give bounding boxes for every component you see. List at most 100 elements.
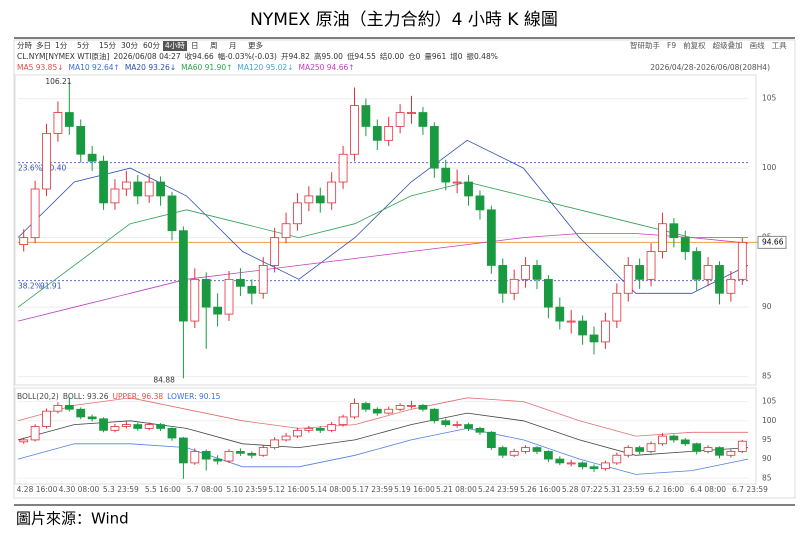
candle-body [30,188,40,239]
candle-body [646,443,656,452]
title: NYMEX 原油（主力合約）4 小時 K 線圖 [250,10,558,30]
tool-button[interactable]: 前复权 [683,40,706,50]
period-button[interactable]: 60分 [143,41,161,50]
candle-body [133,424,143,429]
candle-body [475,428,485,433]
high-label: 106.21 [45,77,71,86]
candle-body [612,292,622,322]
fib-value: 91.91 [40,282,62,291]
candle-body [452,424,462,426]
candle-body [418,112,428,127]
candle-body [247,452,257,456]
y-tick-label: 100 [762,163,777,172]
candle-body [509,278,519,294]
candle-body [543,451,553,460]
period-button[interactable]: 5分 [77,41,90,50]
y-tick-label: 100 [762,416,777,425]
candle-body [521,265,530,280]
candle-body [281,223,291,239]
period-button[interactable]: 15分 [99,41,117,50]
y-tick-label: 85 [762,473,772,482]
x-tick-label: 5.14 08:00 [310,485,351,494]
boll-legend: UPPER: 96.38 [112,392,163,401]
candle-body [715,265,724,294]
frame [13,39,796,499]
period-button[interactable]: 多日 [36,40,51,50]
period-button[interactable]: 周 [210,41,218,50]
candle-body [64,405,74,410]
candle-body [327,181,337,204]
period-button[interactable]: 月 [229,41,237,50]
x-tick-label: 5.5 16:00 [145,485,181,494]
candle-body [156,424,165,429]
candle-body [315,195,325,204]
fib-ratio: 38.2% [18,282,42,291]
candle-body [589,466,599,470]
candle-body [703,265,713,280]
tool-button[interactable]: 超级叠加 [713,40,743,50]
tool-button[interactable]: 工具 [772,41,787,50]
x-tick-label: 6.2 16:00 [648,485,684,494]
candle-body [669,435,679,441]
quote-info: 增0 [450,51,462,61]
ma-legend: MA60 91.90↑ [181,63,232,72]
candle-body [110,426,120,431]
period-button[interactable]: 1分 [55,41,68,50]
candle-body [486,431,496,448]
candle-body [703,447,713,452]
candle-body [692,251,702,280]
period-button[interactable]: 4小時 [165,41,185,50]
candle-body [726,278,736,294]
quote-info: 低94.55 [347,51,376,61]
ma-legend: MA5 93.85↓ [17,63,64,72]
date-range: 2026/04/28-2026/06/08(208H4) [650,63,770,72]
candle-body [42,132,51,190]
tool-button[interactable]: 画线 [750,40,765,50]
quote-info: 收94.66 [185,51,214,61]
candle-body [338,416,348,425]
candle-body [156,181,165,197]
candle-body [737,241,747,280]
candle-body [64,112,74,127]
x-tick-label: 5.12 16:00 [268,485,309,494]
candle-body [623,447,633,456]
candle-body [19,439,29,443]
candle-body [133,181,143,197]
candle-body [293,429,302,437]
period-button[interactable]: 更多 [248,40,263,50]
candle-body [121,424,131,427]
x-tick-label: 5.24 23:59 [478,485,519,494]
candle-body [658,435,667,445]
candle-body [87,153,97,162]
candle-body [350,105,359,155]
candle-body [486,209,496,266]
fib-ratio: 23.6% [18,164,42,173]
candle-body [646,251,656,280]
candle-body [361,105,371,127]
period-button[interactable]: 分時 [17,41,32,50]
candle-body [601,462,610,470]
period-button[interactable]: 30分 [121,41,139,50]
boll-legend: BOLL(20,2) [17,392,59,401]
candle-body [190,278,200,322]
quote-info: 开94.82 [281,52,310,61]
y-tick-label: 105 [762,397,777,406]
tool-button[interactable]: F9 [667,41,676,50]
candle-body [167,195,177,232]
candle-body [395,112,405,127]
candle-body [350,403,359,418]
quote-info: 幅-0.03%(-0.03) [218,51,277,61]
candle-body [76,408,86,418]
period-button[interactable]: 日 [191,41,199,50]
candle-body [247,285,257,294]
tool-button[interactable]: 智研助手 [630,40,660,50]
candle-body [521,447,530,452]
candle-body [53,112,63,134]
candle-body [224,451,234,462]
ma-line [17,233,749,322]
y-tick-label: 90 [762,302,772,311]
candle-body [99,418,108,431]
quote-info: 结0.00 [380,51,404,61]
candle-body [498,265,508,294]
